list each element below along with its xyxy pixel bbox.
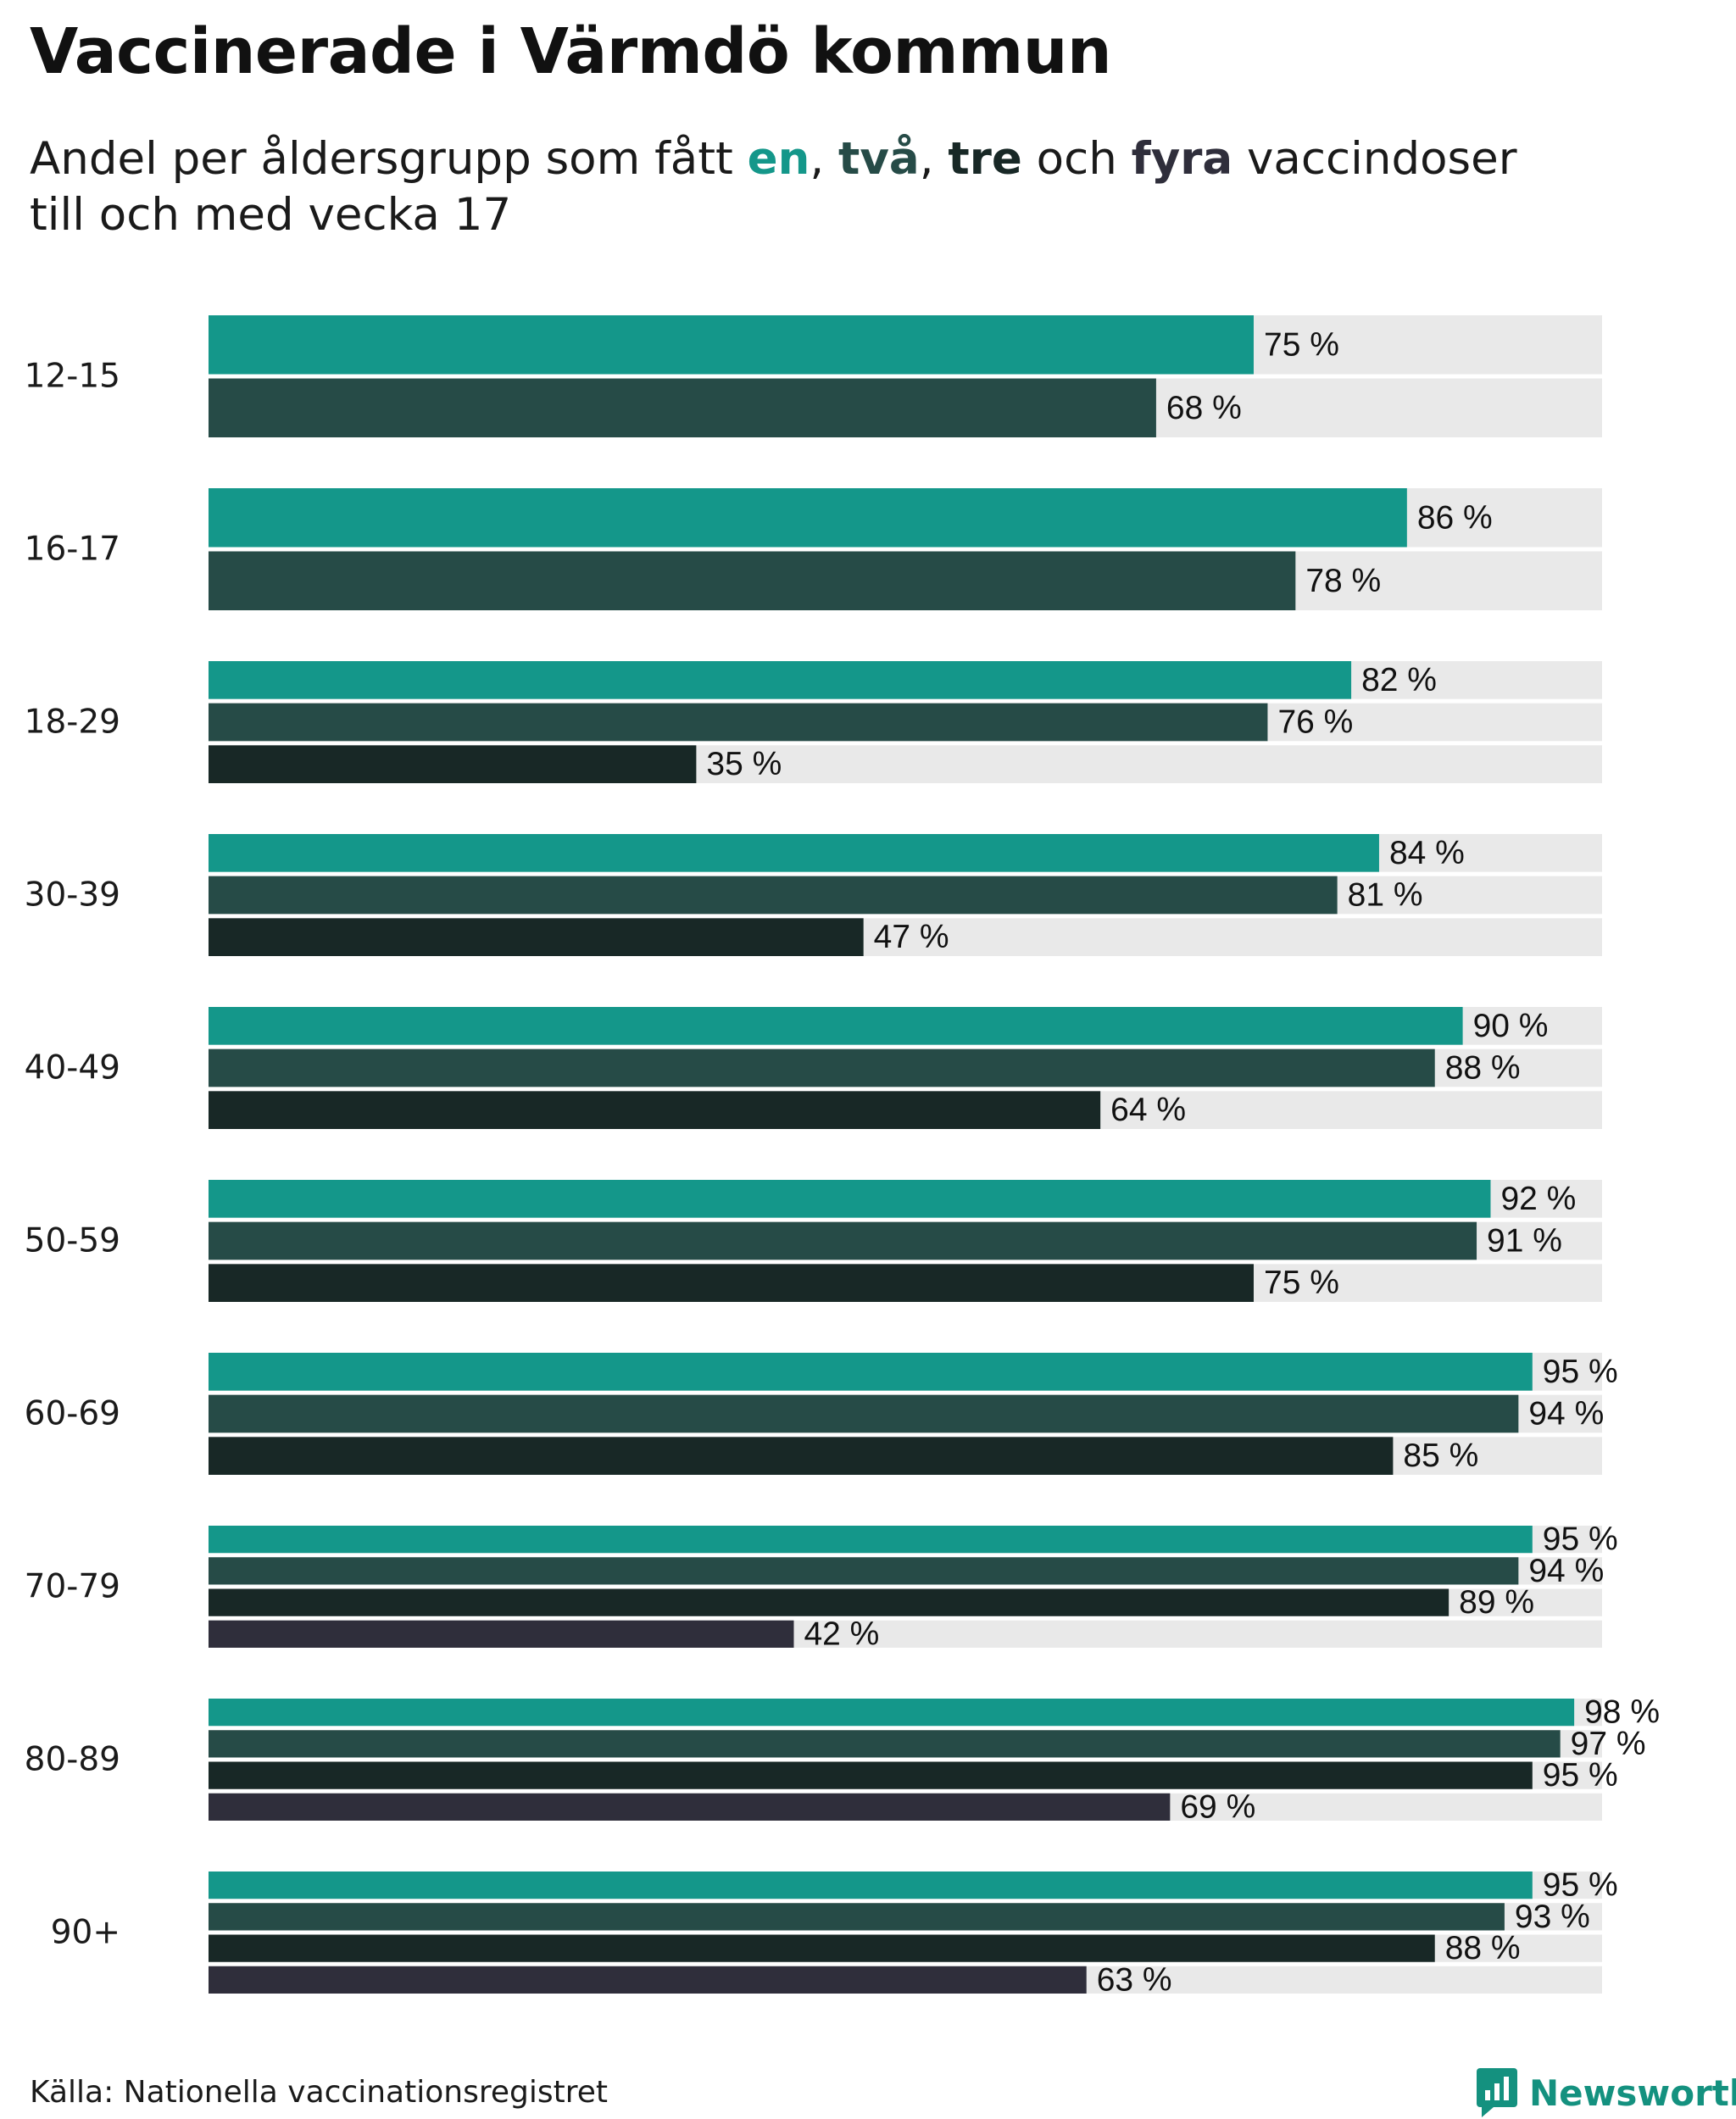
- subtitle-prefix: Andel per åldersgrupp som fått: [30, 133, 748, 185]
- category-label: 60-69: [25, 1395, 120, 1433]
- chart-title: Vaccinerade i Värmdö kommun: [30, 15, 1112, 88]
- bar-tre: [209, 1264, 1254, 1302]
- category-label: 40-49: [25, 1049, 120, 1087]
- value-label: 75 %: [1264, 1265, 1339, 1301]
- value-label: 35 %: [706, 746, 782, 782]
- value-label: 47 %: [874, 919, 949, 955]
- category-label: 16-17: [25, 531, 120, 569]
- value-label: 64 %: [1110, 1092, 1186, 1128]
- value-label: 92 %: [1500, 1181, 1576, 1217]
- value-label: 75 %: [1264, 326, 1339, 363]
- bar-fyra: [209, 1620, 794, 1648]
- bar-två: [209, 1557, 1519, 1585]
- bar-fyra: [209, 1793, 1171, 1821]
- bar-två: [209, 551, 1296, 610]
- chart-subtitle: Andel per åldersgrupp som fått en, två, …: [30, 131, 1640, 243]
- legend-fyra: fyra: [1131, 133, 1233, 185]
- subtitle-suffix: vaccindoser: [1232, 133, 1517, 185]
- value-label: 95 %: [1543, 1757, 1618, 1794]
- value-label: 97 %: [1571, 1726, 1646, 1762]
- bar-en: [209, 1353, 1533, 1391]
- bar-tre: [209, 918, 864, 956]
- bar-två: [209, 1730, 1561, 1758]
- bar-två: [209, 1903, 1505, 1931]
- bar-en: [209, 661, 1352, 699]
- value-label: 95 %: [1543, 1867, 1618, 1904]
- bar-en: [209, 1180, 1491, 1218]
- category-label: 30-39: [25, 876, 120, 915]
- value-label: 42 %: [804, 1616, 879, 1652]
- subtitle-sep-1: ,: [810, 133, 839, 185]
- value-label: 98 %: [1584, 1694, 1660, 1731]
- bar-tre: [209, 1761, 1533, 1789]
- value-label: 88 %: [1445, 1050, 1521, 1087]
- value-label: 82 %: [1361, 662, 1437, 698]
- bar-tre: [209, 1437, 1394, 1475]
- bar-fyra: [209, 1966, 1087, 1994]
- subtitle-sep-2: ,: [919, 133, 949, 185]
- category-label: 12-15: [25, 358, 120, 396]
- value-label: 76 %: [1277, 704, 1353, 741]
- bar-en: [209, 488, 1407, 548]
- bar-en: [209, 834, 1379, 872]
- subtitle-sep-3: och: [1021, 133, 1132, 185]
- subtitle-line-2: till och med vecka 17: [30, 189, 512, 241]
- value-label: 85 %: [1403, 1438, 1478, 1474]
- newsworthy-logo-icon: [1477, 2068, 1517, 2117]
- bar-tre: [209, 745, 697, 783]
- bar-en: [209, 315, 1254, 375]
- bar-en: [209, 1699, 1575, 1727]
- bar-en: [209, 1007, 1463, 1045]
- bar-chart: 12-15 75 % 68 % 16-17 86 % 78 % 18-29 82 %76 % 3…: [25, 315, 1660, 1998]
- bar-en: [209, 1526, 1533, 1554]
- value-label: 84 %: [1389, 835, 1465, 871]
- value-label: 94 %: [1528, 1396, 1604, 1432]
- brand-name: Newsworthy: [1529, 2072, 1736, 2114]
- bar-två: [209, 1221, 1477, 1260]
- value-label: 88 %: [1445, 1930, 1521, 1966]
- legend-en: en: [747, 133, 810, 185]
- value-label: 86 %: [1417, 499, 1493, 536]
- bar-tre: [209, 1934, 1435, 1962]
- bar-tre: [209, 1588, 1449, 1616]
- bar-en: [209, 1872, 1533, 1899]
- category-label: 50-59: [25, 1222, 120, 1260]
- bar-två: [209, 1048, 1435, 1087]
- brand-logo: Newsworthy: [1477, 2068, 1736, 2117]
- value-label: 69 %: [1180, 1788, 1255, 1825]
- value-label: 94 %: [1528, 1553, 1604, 1589]
- value-label: 95 %: [1543, 1521, 1618, 1558]
- bar-två: [209, 1394, 1519, 1433]
- value-label: 63 %: [1097, 1961, 1172, 1998]
- source-note: Källa: Nationella vaccinationsregistret: [30, 2075, 608, 2110]
- bar-två: [209, 703, 1268, 742]
- value-label: 81 %: [1348, 877, 1423, 914]
- bar-två: [209, 378, 1156, 437]
- value-label: 93 %: [1515, 1899, 1590, 1935]
- value-label: 90 %: [1473, 1008, 1549, 1044]
- category-label: 18-29: [25, 704, 120, 742]
- value-label: 78 %: [1305, 563, 1381, 599]
- legend-tre: tre: [948, 133, 1022, 185]
- legend-tva: två: [838, 133, 920, 185]
- value-label: 68 %: [1166, 390, 1242, 426]
- category-label: 80-89: [25, 1741, 120, 1779]
- category-label: 90+: [51, 1914, 120, 1952]
- value-label: 95 %: [1543, 1354, 1618, 1390]
- bar-tre: [209, 1091, 1101, 1129]
- value-label: 91 %: [1487, 1223, 1562, 1260]
- category-label: 70-79: [25, 1568, 120, 1606]
- value-label: 89 %: [1459, 1584, 1534, 1621]
- bar-två: [209, 876, 1338, 915]
